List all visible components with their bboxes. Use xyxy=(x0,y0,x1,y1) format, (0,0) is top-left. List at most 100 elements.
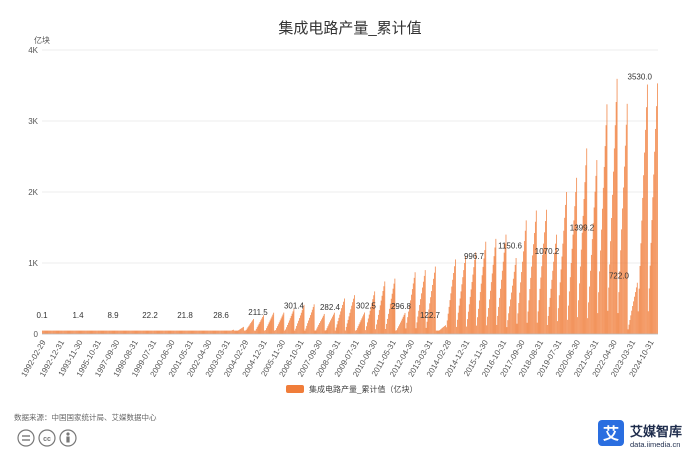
bar[interactable] xyxy=(405,328,407,334)
bar[interactable] xyxy=(127,330,129,334)
bar[interactable] xyxy=(537,311,539,334)
bar[interactable] xyxy=(249,324,251,334)
bar[interactable] xyxy=(106,330,107,334)
bar[interactable] xyxy=(365,330,366,334)
bar[interactable] xyxy=(449,300,451,334)
bar[interactable] xyxy=(255,328,257,334)
bar[interactable] xyxy=(586,148,588,334)
bar[interactable] xyxy=(265,330,266,334)
bar[interactable] xyxy=(534,221,536,334)
bar[interactable] xyxy=(564,217,566,334)
bar[interactable] xyxy=(100,330,102,334)
bar[interactable] xyxy=(277,324,279,334)
bar[interactable] xyxy=(478,308,479,334)
bar[interactable] xyxy=(135,330,137,334)
bar[interactable] xyxy=(520,282,522,334)
bar[interactable] xyxy=(65,330,67,334)
bar[interactable] xyxy=(209,330,210,334)
bar[interactable] xyxy=(546,324,548,334)
bar[interactable] xyxy=(123,330,125,334)
bar[interactable] xyxy=(627,329,629,334)
bar[interactable] xyxy=(648,288,650,334)
bar[interactable] xyxy=(619,271,621,334)
bar[interactable] xyxy=(609,264,611,334)
bar[interactable] xyxy=(507,320,509,334)
bar[interactable] xyxy=(141,330,142,334)
bar[interactable] xyxy=(462,277,464,334)
bar[interactable] xyxy=(444,326,445,334)
bar[interactable] xyxy=(235,330,237,334)
bar[interactable] xyxy=(651,220,653,334)
bar[interactable] xyxy=(415,328,417,334)
bar[interactable] xyxy=(299,318,300,334)
bar[interactable] xyxy=(75,330,76,334)
bar[interactable] xyxy=(266,328,267,334)
bar[interactable] xyxy=(173,330,175,334)
bar[interactable] xyxy=(490,282,492,334)
bar[interactable] xyxy=(44,330,46,334)
bar[interactable] xyxy=(86,330,87,334)
bar[interactable] xyxy=(190,330,192,334)
bar[interactable] xyxy=(501,279,502,334)
bar[interactable] xyxy=(579,283,580,334)
bar[interactable] xyxy=(322,317,323,334)
bar[interactable] xyxy=(324,330,326,334)
bar[interactable] xyxy=(645,129,646,334)
bar[interactable] xyxy=(576,177,578,334)
bar[interactable] xyxy=(494,247,496,334)
bar[interactable] xyxy=(172,330,174,334)
bar[interactable] xyxy=(168,330,170,334)
bar[interactable] xyxy=(199,330,201,334)
bar[interactable] xyxy=(458,305,460,334)
bar[interactable] xyxy=(81,330,83,334)
bar[interactable] xyxy=(477,317,478,334)
bar[interactable] xyxy=(350,309,352,334)
bar[interactable] xyxy=(321,319,322,334)
bar[interactable] xyxy=(62,330,63,334)
bar[interactable] xyxy=(113,330,115,334)
bar[interactable] xyxy=(93,330,95,334)
bar[interactable] xyxy=(310,315,311,334)
bar[interactable] xyxy=(454,266,455,334)
bar[interactable] xyxy=(397,328,399,334)
bar[interactable] xyxy=(423,275,425,334)
bar[interactable] xyxy=(114,330,116,334)
bar[interactable] xyxy=(273,312,275,334)
bar[interactable] xyxy=(128,330,130,334)
bar[interactable] xyxy=(320,321,321,334)
bar[interactable] xyxy=(579,266,581,334)
bar[interactable] xyxy=(91,330,93,334)
bar[interactable] xyxy=(329,322,331,334)
bar[interactable] xyxy=(341,308,343,334)
bar[interactable] xyxy=(299,315,301,334)
bar[interactable] xyxy=(207,330,208,334)
bar[interactable] xyxy=(76,330,78,334)
bar[interactable] xyxy=(82,330,84,334)
bar[interactable] xyxy=(372,299,374,334)
bar[interactable] xyxy=(498,306,499,334)
bar[interactable] xyxy=(598,292,600,334)
bar[interactable] xyxy=(418,310,420,334)
bar[interactable] xyxy=(424,270,426,334)
bar[interactable] xyxy=(416,322,418,334)
bar[interactable] xyxy=(522,261,523,334)
bar[interactable] xyxy=(452,279,454,334)
bar[interactable] xyxy=(232,330,233,334)
bar[interactable] xyxy=(223,330,225,334)
bar[interactable] xyxy=(267,324,269,334)
bar[interactable] xyxy=(156,330,158,334)
bar[interactable] xyxy=(654,151,656,334)
bar[interactable] xyxy=(384,281,386,334)
bar[interactable] xyxy=(375,329,376,334)
bar[interactable] xyxy=(67,330,69,334)
bar[interactable] xyxy=(130,330,131,334)
bar[interactable] xyxy=(563,230,565,334)
bar[interactable] xyxy=(368,314,370,334)
bar[interactable] xyxy=(254,330,255,334)
bar[interactable] xyxy=(380,300,382,334)
bar[interactable] xyxy=(157,330,159,334)
bar[interactable] xyxy=(151,330,152,334)
bar[interactable] xyxy=(553,261,555,334)
bar[interactable] xyxy=(119,330,120,334)
bar[interactable] xyxy=(315,330,317,334)
